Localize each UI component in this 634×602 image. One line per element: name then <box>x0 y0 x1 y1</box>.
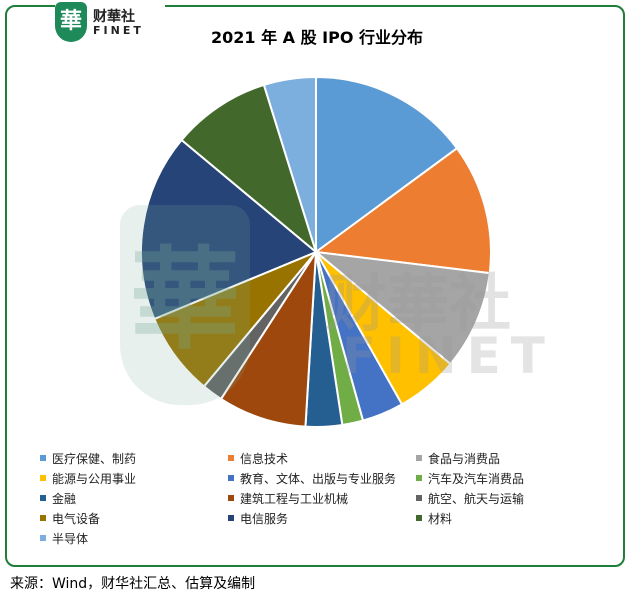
legend-item: 建筑工程与工业机械 <box>228 490 416 506</box>
legend-swatch <box>416 495 422 501</box>
legend-swatch <box>416 455 422 461</box>
pie-slice-2 <box>313 146 492 275</box>
logo-chinese-name: 财華社 <box>93 9 135 25</box>
legend-swatch <box>40 515 46 521</box>
legend-label: 材料 <box>428 511 453 526</box>
finet-logo: 華 财華社 FINET <box>55 2 165 42</box>
legend-item: 电信服务 <box>228 510 416 526</box>
pie-chart <box>140 75 492 428</box>
legend-label: 汽车及汽车消费品 <box>428 471 525 486</box>
logo-seal-icon: 華 <box>55 2 87 42</box>
pie-slice-3 <box>312 250 491 366</box>
legend-label: 教育、文体、出版与专业服务 <box>240 471 397 486</box>
legend-item: 医疗保健、制药 <box>40 450 228 466</box>
legend-label: 电信服务 <box>240 511 289 526</box>
pie-slice-1 <box>315 75 459 254</box>
legend-item: 电气设备 <box>40 510 228 526</box>
legend-swatch <box>228 475 234 481</box>
legend-item: 汽车及汽车消费品 <box>416 470 610 486</box>
legend-item: 能源与公用事业 <box>40 470 228 486</box>
legend-item: 半导体 <box>40 530 228 546</box>
legend-item: 信息技术 <box>228 450 416 466</box>
legend-label: 电气设备 <box>52 511 101 526</box>
chart-legend: 医疗保健、制药 信息技术 食品与消费品能源与公用事业 教育、文体、出版与专业服务 汽车及… <box>40 450 610 546</box>
legend-swatch <box>416 475 422 481</box>
legend-label: 航空、航天与运输 <box>428 491 525 506</box>
legend-item: 航空、航天与运输 <box>416 490 610 506</box>
pie-slice-8 <box>219 248 318 428</box>
legend-label: 食品与消费品 <box>428 451 501 466</box>
legend-swatch <box>40 475 46 481</box>
legend-item: 食品与消费品 <box>416 450 610 466</box>
legend-label: 建筑工程与工业机械 <box>240 491 349 506</box>
source-note: 来源：Wind，财华社汇总、估算及编制 <box>10 576 256 592</box>
legend-swatch <box>40 455 46 461</box>
legend-item: 教育、文体、出版与专业服务 <box>228 470 416 486</box>
legend-label: 信息技术 <box>240 451 289 466</box>
legend-swatch <box>416 515 422 521</box>
legend-label: 半导体 <box>52 531 89 546</box>
legend-swatch <box>40 495 46 501</box>
pie-slice-13 <box>262 75 317 253</box>
legend-swatch <box>40 535 46 541</box>
legend-swatch <box>228 495 234 501</box>
legend-swatch <box>228 455 234 461</box>
chart-title: 2021 年 A 股 IPO 行业分布 <box>210 28 424 47</box>
legend-label: 能源与公用事业 <box>52 471 137 486</box>
logo-english-name: FINET <box>93 24 144 37</box>
legend-item: 金融 <box>40 490 228 506</box>
legend-item: 材料 <box>416 510 610 526</box>
legend-label: 医疗保健、制药 <box>52 451 137 466</box>
pie-slice-11 <box>140 138 318 321</box>
legend-label: 金融 <box>52 491 77 506</box>
pie-slice-12 <box>180 83 318 255</box>
legend-swatch <box>228 515 234 521</box>
